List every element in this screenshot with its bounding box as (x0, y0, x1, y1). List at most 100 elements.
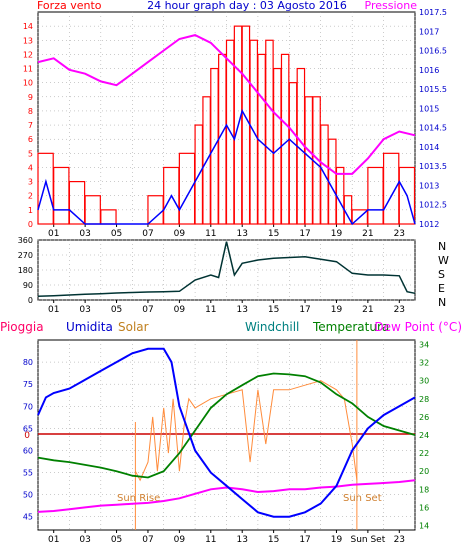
temperature-tick-label: 22 (419, 449, 429, 458)
wind-pressure-chart: Forza vento 24 hour graph day : 03 Agost… (23, 0, 447, 239)
humidity-tick-label: 50 (23, 491, 33, 500)
top-x-tick-label: 23 (394, 229, 405, 239)
bottom-x-tick-label: 23 (394, 535, 405, 545)
mid-x-tick-label: 01 (48, 305, 59, 315)
humidity-tick-label: 75 (23, 380, 33, 389)
wind-direction-tick-label: 180 (18, 266, 33, 275)
wind-speed-tick-label: 5 (28, 149, 33, 158)
wind-speed-tick-label: 11 (23, 65, 33, 74)
temperature-tick-label: 20 (419, 467, 429, 476)
top-x-tick-label: 21 (362, 229, 373, 239)
rain-label: Pioggia (0, 320, 44, 334)
pressure-tick-label: 1014.5 (419, 124, 447, 133)
wind-speed-tick-label: 6 (28, 135, 33, 144)
mid-x-tick-label: 13 (236, 305, 247, 315)
wind-speed-tick-label: 7 (28, 121, 33, 130)
bottom-x-tick-label: 19 (331, 535, 343, 545)
top-x-tick-label: 05 (111, 229, 122, 239)
solar-label: Solar (118, 320, 149, 334)
dewpoint-line (37, 479, 416, 513)
humidity-tick-label: 60 (23, 446, 33, 455)
humidity-tick-label: 45 (23, 513, 33, 522)
temperature-tick-label: 28 (419, 395, 429, 404)
wind-speed-bar (398, 166, 416, 225)
temperature-label: Temperatura (312, 320, 389, 334)
wind-speed-tick-label: 8 (28, 107, 33, 116)
bottom-x-tick-label: 13 (236, 535, 247, 545)
pressure-tick-label: 1017 (419, 27, 439, 36)
compass-label: E (438, 282, 445, 295)
top-x-tick-label: 15 (268, 229, 279, 239)
top-x-tick-label: 17 (299, 229, 310, 239)
pressure-tick-label: 1012 (419, 220, 439, 229)
wind-speed-tick-label: 13 (23, 36, 33, 45)
humidity-tick-label: 80 (23, 358, 33, 367)
wind-speed-tick-label: 10 (23, 79, 33, 88)
top-x-tick-label: 01 (48, 229, 59, 239)
bottom-x-tick-label: 03 (79, 535, 90, 545)
bottom-x-tick-label: 09 (174, 535, 186, 545)
pressure-tick-label: 1016.5 (419, 47, 447, 56)
pressure-tick-label: 1017.5 (419, 8, 447, 17)
wind-direction-tick-label: 90 (23, 281, 33, 290)
compass-label: W (438, 254, 449, 267)
temperature-tick-label: 24 (419, 431, 429, 440)
pressure-tick-label: 1013.5 (419, 162, 447, 171)
temperature-tick-label: 16 (419, 503, 429, 512)
pressure-tick-label: 1016 (419, 66, 439, 75)
temperature-tick-label: 18 (419, 485, 429, 494)
bottom-x-tick-label: 11 (205, 535, 216, 545)
wind-speed-tick-label: 0 (28, 220, 33, 229)
humidity-tick-label: 70 (23, 402, 33, 411)
wind-direction-line (37, 241, 416, 298)
top-x-tick-label: 19 (331, 229, 343, 239)
pressure-tick-label: 1013 (419, 181, 439, 190)
humidity-line (37, 347, 416, 518)
pressure-label: Pressione (365, 0, 418, 12)
wind-direction-tick-label: 360 (18, 236, 33, 245)
wind-speed-tick-label: 9 (28, 93, 33, 102)
top-x-tick-label: 03 (79, 229, 90, 239)
bottom-x-tick-label: 05 (111, 535, 122, 545)
temperature-tick-label: 14 (419, 521, 429, 530)
humidity-label: Umidita (66, 320, 113, 334)
wind-speed-tick-label: 2 (28, 192, 33, 201)
humidity-tick-label: 65 (23, 424, 33, 433)
mid-x-tick-label: 19 (331, 305, 343, 315)
sun-rise-label: Sun Rise (117, 493, 160, 504)
temperature-tick-label: 26 (419, 413, 429, 422)
windchill-label: Windchill (245, 320, 299, 334)
temperature-tick-label: 34 (419, 341, 429, 350)
top-x-tick-label: 09 (174, 229, 186, 239)
mid-x-tick-label: 07 (142, 305, 153, 315)
temperature-tick-label: 30 (419, 377, 429, 386)
mid-x-tick-label: 09 (174, 305, 186, 315)
wind-direction-tick-label: 0 (28, 296, 33, 305)
top-x-tick-label: 13 (236, 229, 247, 239)
mid-x-tick-label: 21 (362, 305, 373, 315)
compass-label: N (438, 240, 446, 253)
wind-speed-label: Forza vento (37, 0, 102, 12)
pressure-tick-label: 1015 (419, 104, 439, 113)
sun-set-label: Sun Set (343, 493, 382, 504)
wind-speed-tick-label: 12 (23, 50, 33, 59)
wind-speed-tick-label: 14 (23, 22, 33, 31)
bottom-x-tick-label: 01 (48, 535, 59, 545)
top-x-tick-label: 11 (205, 229, 216, 239)
bottom-x-tick-label: 17 (299, 535, 310, 545)
mid-x-tick-label: 03 (79, 305, 90, 315)
wind-gust-line (37, 108, 416, 226)
top-chart-title: 24 hour graph day : 03 Agosto 2016 (147, 0, 347, 12)
top-x-tick-label: 07 (142, 229, 153, 239)
humidity-tick-label: 55 (23, 469, 33, 478)
mid-x-tick-label: 15 (268, 305, 279, 315)
bottom-x-tick-label: Sun Set (350, 535, 385, 545)
compass-label: S (438, 268, 445, 281)
bottom-x-tick-label: 07 (142, 535, 153, 545)
wind-speed-tick-label: 4 (28, 163, 33, 172)
wind-direction-tick-label: 270 (18, 251, 33, 260)
compass-label: N (438, 296, 446, 309)
wind-speed-tick-label: 3 (28, 178, 33, 187)
